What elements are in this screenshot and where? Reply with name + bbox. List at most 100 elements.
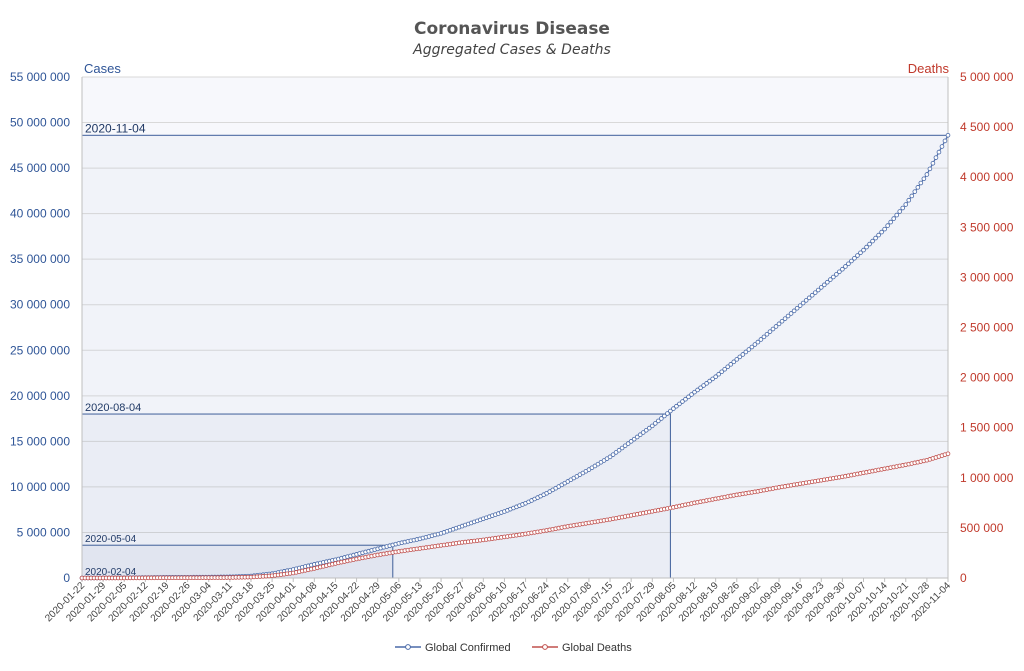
global-confirmed-point (852, 255, 857, 261)
global-confirmed-point (719, 369, 724, 375)
global-confirmed-point (924, 172, 930, 177)
global-confirmed-point (815, 287, 821, 293)
global-confirmed-point (674, 403, 679, 409)
global-confirmed-point (725, 364, 731, 370)
global-confirmed-point (945, 133, 951, 138)
global-confirmed-point (640, 430, 646, 435)
y-tick-label-right: 500 000 (960, 521, 1004, 535)
global-confirmed-point (873, 235, 878, 241)
global-confirmed-point (797, 303, 803, 308)
global-confirmed-point (631, 436, 637, 442)
global-confirmed-point (628, 439, 634, 444)
global-confirmed-point (610, 452, 616, 457)
y-tick-label-right: 5 000 000 (960, 70, 1014, 84)
global-confirmed-point (806, 295, 812, 301)
y-tick-label-right: 3 500 000 (960, 220, 1014, 234)
global-confirmed-point (831, 274, 836, 280)
global-deaths-series (79, 451, 951, 581)
y-tick-label-right: 1 000 000 (960, 471, 1014, 485)
global-confirmed-point (779, 318, 785, 324)
global-confirmed-point (734, 357, 740, 362)
global-confirmed-point (607, 454, 613, 460)
global-confirmed-point (864, 244, 869, 250)
global-confirmed-point (812, 290, 818, 295)
global-confirmed-point (743, 349, 749, 355)
global-confirmed-point (662, 413, 667, 419)
y-tick-label-left: 30 000 000 (10, 298, 70, 312)
global-confirmed-point (855, 253, 860, 258)
y-tick-label-left: 50 000 000 (10, 116, 70, 130)
global-confirmed-point (870, 238, 875, 244)
global-confirmed-point (716, 371, 721, 377)
global-confirmed-point (713, 374, 718, 379)
y-tick-label-left: 35 000 000 (10, 252, 70, 266)
global-confirmed-point (643, 427, 649, 433)
annotation-box (81, 134, 949, 579)
annotation-label: 2020-02-04 (85, 567, 137, 578)
y-tick-label-right: 4 500 000 (960, 120, 1014, 134)
global-deaths-point (945, 451, 951, 457)
global-confirmed-point (707, 378, 712, 384)
chart-title: Coronavirus Disease (414, 19, 610, 39)
global-confirmed-point (840, 266, 845, 272)
y-axis-title-left: Cases (84, 61, 121, 76)
legend-label-global-confirmed: Global Confirmed (425, 642, 511, 654)
global-confirmed-point (858, 250, 863, 256)
global-confirmed-point (701, 383, 706, 388)
y-tick-label-right: 4 000 000 (960, 170, 1014, 184)
y-tick-label-left: 25 000 000 (10, 343, 70, 357)
global-confirmed-point (821, 282, 827, 288)
global-confirmed-point (882, 226, 887, 232)
global-confirmed-point (843, 264, 848, 269)
global-confirmed-point (800, 300, 806, 306)
global-confirmed-point (776, 321, 782, 327)
global-confirmed-point (646, 425, 652, 431)
global-confirmed-point (791, 308, 797, 314)
global-confirmed-point (927, 166, 933, 172)
y-tick-label-left: 40 000 000 (10, 207, 70, 221)
global-confirmed-point (909, 193, 915, 199)
annotation-label: 2020-05-04 (85, 534, 137, 545)
global-confirmed-point (616, 447, 622, 453)
global-confirmed-point (731, 359, 737, 365)
global-confirmed-point (659, 416, 664, 421)
global-confirmed-point (710, 376, 715, 382)
global-confirmed-point (740, 352, 746, 357)
global-confirmed-point (722, 366, 728, 372)
global-confirmed-point (939, 144, 945, 149)
legend-marker-global-confirmed (405, 644, 411, 650)
global-confirmed-point (897, 209, 903, 214)
global-confirmed-point (900, 205, 906, 211)
global-confirmed-point (785, 313, 791, 319)
global-confirmed-point (824, 279, 830, 285)
global-confirmed-point (619, 445, 625, 451)
global-confirmed-point (728, 362, 734, 367)
global-confirmed-point (912, 189, 918, 194)
chart-subtitle: Aggregated Cases & Deaths (412, 42, 611, 58)
global-confirmed-point (752, 342, 758, 347)
y-tick-label-right: 3 000 000 (960, 270, 1014, 284)
legend-marker-global-deaths (542, 644, 548, 650)
y-tick-label-right: 0 (960, 571, 967, 585)
global-confirmed-point (649, 423, 655, 429)
global-confirmed-point (915, 185, 921, 190)
plot-background (82, 77, 948, 578)
global-confirmed-point (689, 392, 694, 397)
global-confirmed-point (758, 337, 764, 342)
y-axis-title-right: Deaths (908, 61, 950, 76)
global-confirmed-point (891, 216, 896, 221)
global-confirmed-point (894, 212, 899, 218)
y-tick-label-right: 2 500 000 (960, 321, 1014, 335)
global-confirmed-point (788, 311, 794, 316)
global-confirmed-point (668, 408, 673, 414)
global-confirmed-point (834, 272, 839, 277)
global-confirmed-point (683, 396, 688, 402)
y-tick-label-left: 15 000 000 (10, 434, 70, 448)
y-tick-label-right: 2 000 000 (960, 371, 1014, 385)
global-confirmed-point (656, 418, 661, 424)
global-confirmed-point (818, 285, 824, 290)
global-confirmed-point (773, 324, 779, 329)
global-confirmed-point (755, 339, 761, 345)
y-tick-label-right: 1 500 000 (960, 421, 1014, 435)
